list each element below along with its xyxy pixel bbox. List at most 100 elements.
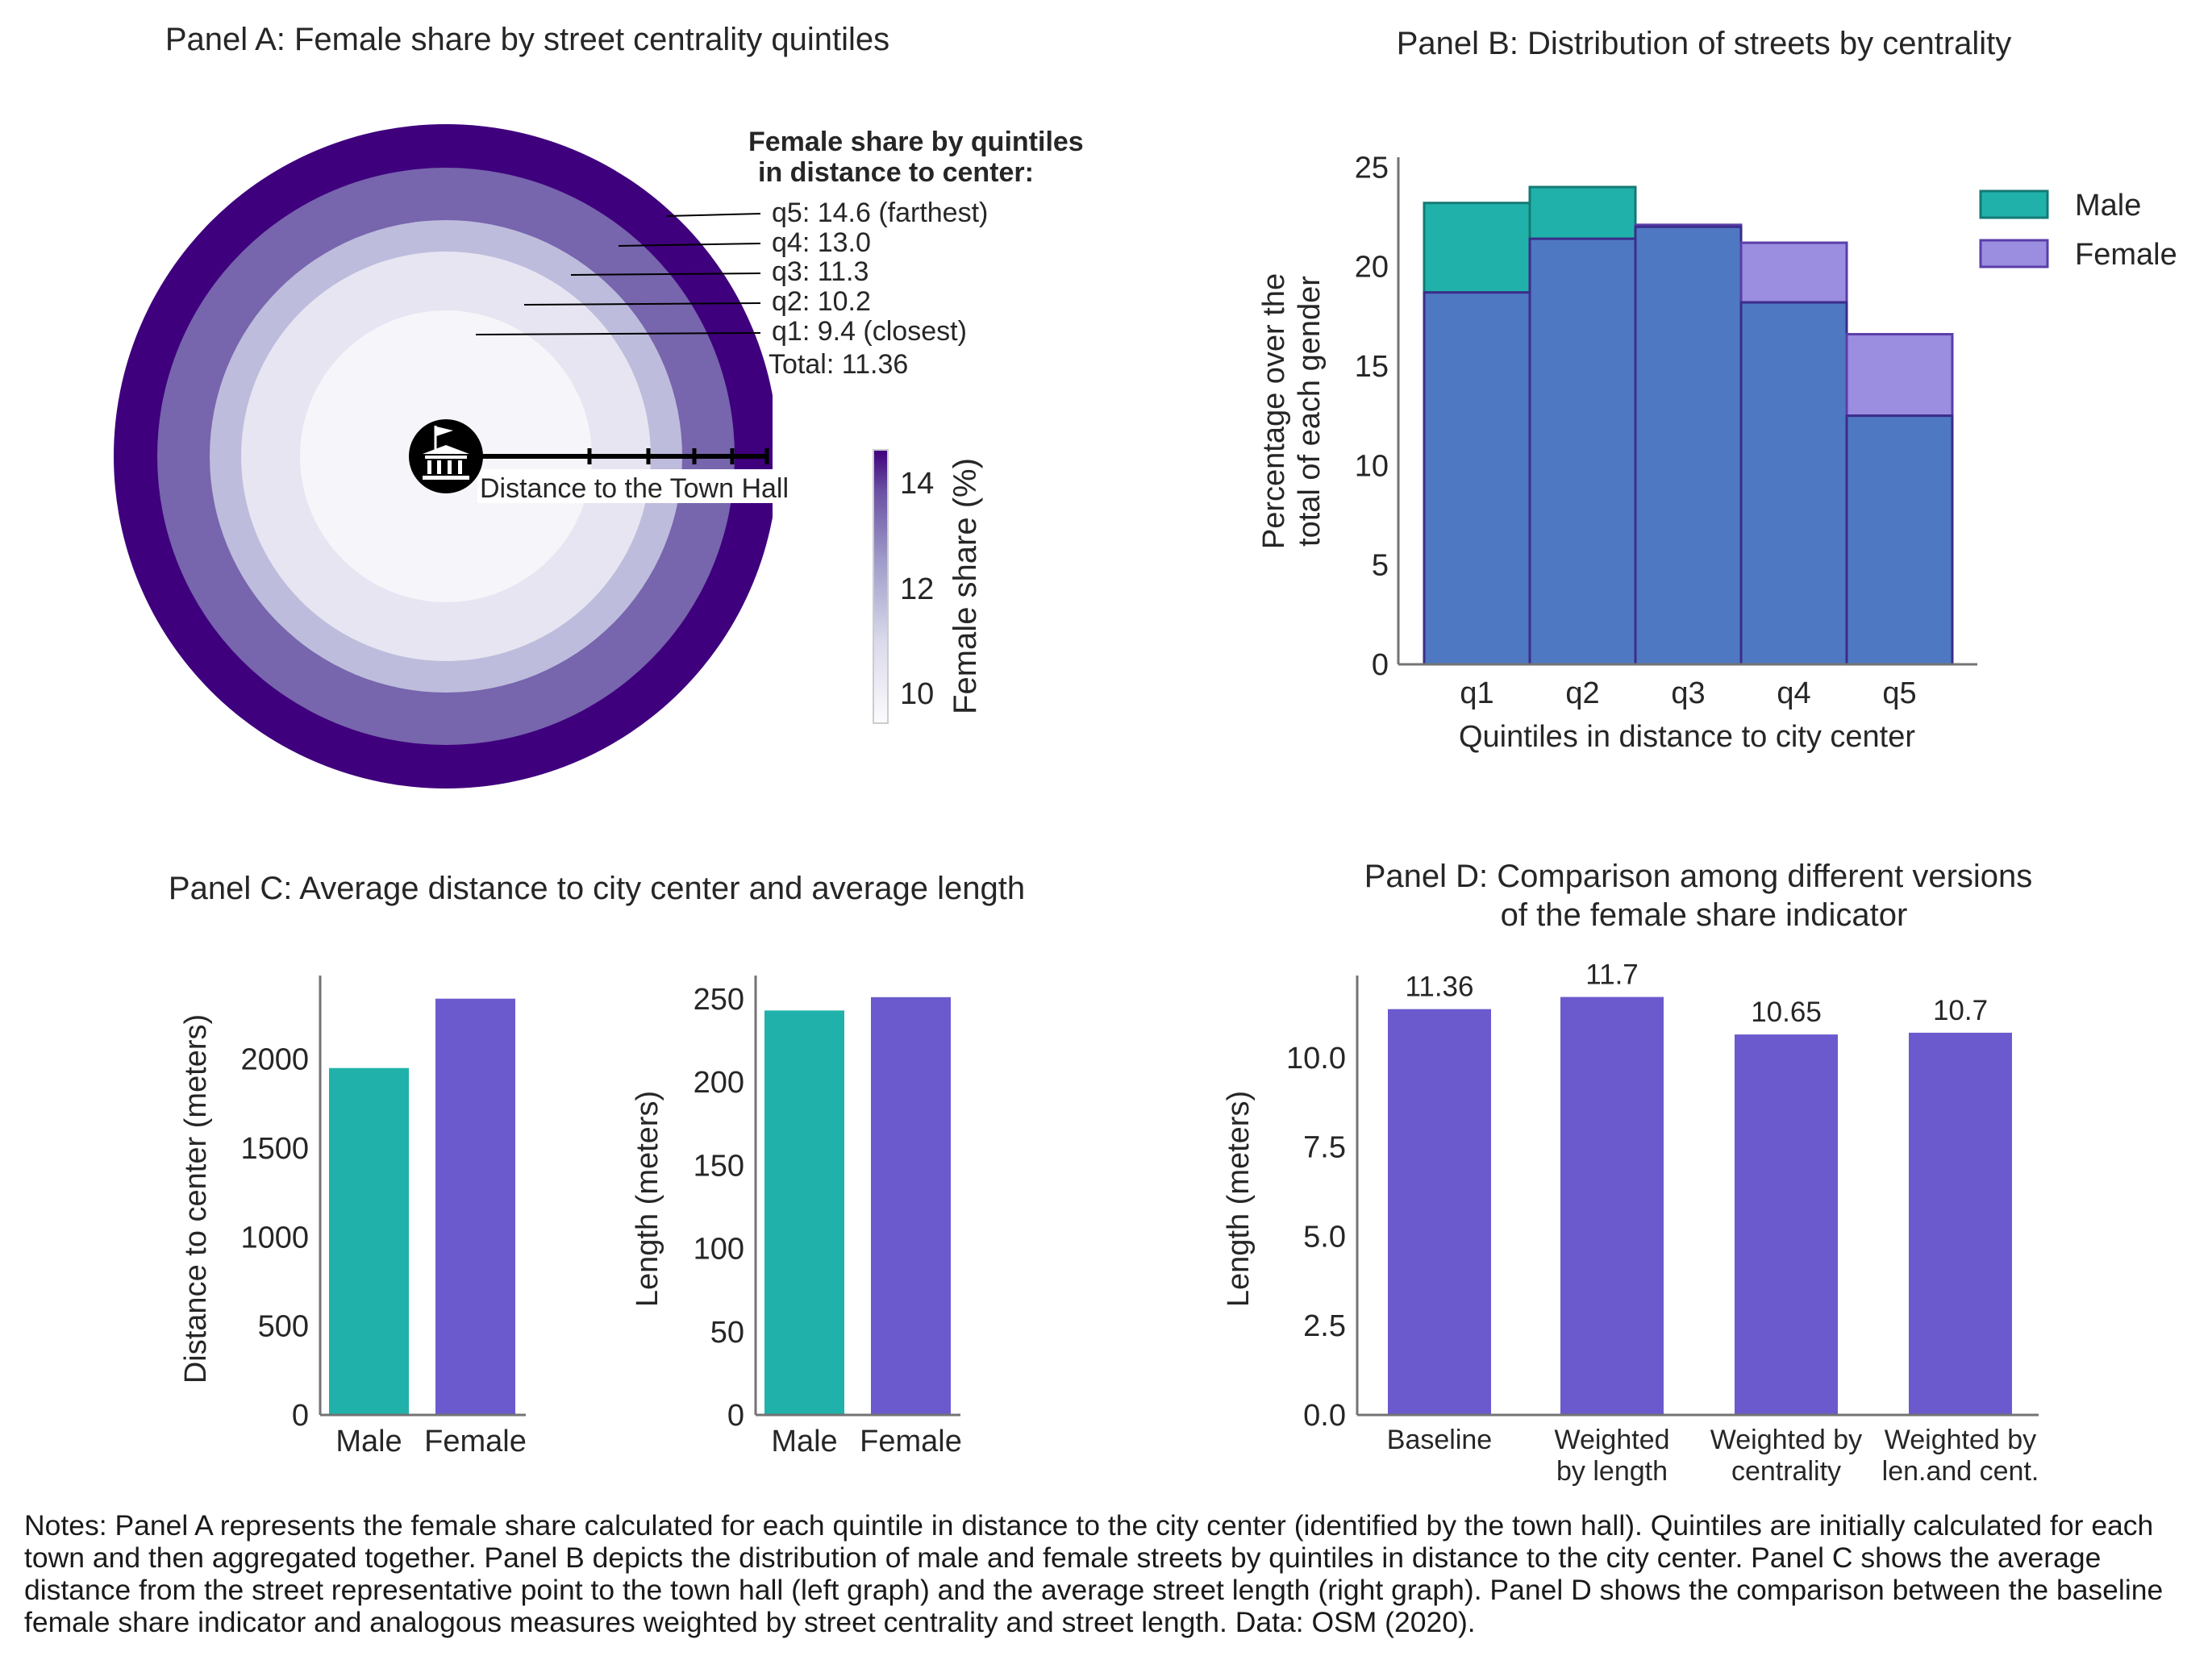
panel-d-yticks: 0.0 2.5 5.0 7.5 10.0 <box>1286 1042 1346 1433</box>
y-tick-25: 25 <box>1355 151 1389 185</box>
y-tick-0.0: 0.0 <box>1303 1399 1346 1433</box>
x-tick-2-line-2: centrality <box>1731 1456 1841 1487</box>
panel-b-bars <box>1423 185 1954 666</box>
bar-0 <box>1388 1009 1491 1415</box>
bar-overlap-q4 <box>1739 301 1848 666</box>
panel-d-title-line-2: of the female share indicator <box>1501 897 1908 933</box>
y-tick-150: 150 <box>694 1149 744 1183</box>
bar-3 <box>1909 1032 2012 1415</box>
panel-b-ylabel: Percentage over the total of each gender <box>1257 273 1327 549</box>
x-tick-3-line-2: len.and cent. <box>1882 1456 2039 1487</box>
panel-b-ylabel-line-2: total of each gender <box>1293 276 1327 547</box>
y-tick-2000: 2000 <box>240 1043 309 1077</box>
colorbar-label: Female share (%) <box>948 458 983 714</box>
data-label-1: 11.7 <box>1585 959 1639 991</box>
panel-c-right-xticks: Male Female <box>771 1425 962 1458</box>
panel-b-xticks: q1 q2 q3 q4 q5 <box>1460 676 1916 710</box>
y-tick-5: 5 <box>1372 549 1389 583</box>
x-tick-q4: q4 <box>1777 676 1810 710</box>
data-label-0: 11.36 <box>1406 972 1474 1003</box>
panel-a: Panel A: Female share by street centrali… <box>114 22 1084 788</box>
y-tick-1500: 1500 <box>240 1132 309 1166</box>
bar-overlap-q1 <box>1423 291 1531 666</box>
x-tick-q3: q3 <box>1671 676 1705 710</box>
bar-female <box>435 998 515 1415</box>
panel-d: Panel D: Comparison among different vers… <box>1222 859 2039 1487</box>
legend-label-female: Female <box>2075 238 2177 272</box>
x-tick-q2: q2 <box>1565 676 1599 710</box>
bar-male <box>764 1010 844 1415</box>
bar-female-q4 <box>1739 241 1848 304</box>
total-label: Total: 11.36 <box>769 349 908 380</box>
y-tick-50: 50 <box>710 1316 744 1350</box>
y-tick-5.0: 5.0 <box>1303 1220 1346 1254</box>
y-tick-2.5: 2.5 <box>1303 1309 1346 1343</box>
town-hall-icon <box>409 419 483 493</box>
x-tick-female: Female <box>860 1425 962 1458</box>
distance-axis <box>446 448 769 464</box>
colorbar-tick-14: 14 <box>900 467 934 501</box>
bar-2 <box>1735 1034 1838 1415</box>
panel-b-xlabel: Quintiles in distance to city center <box>1459 720 1915 754</box>
panel-c: Panel C: Average distance to city center… <box>169 871 1025 1458</box>
panel-d-bars <box>1388 997 2012 1415</box>
y-tick-0: 0 <box>292 1399 309 1433</box>
panel-b-ylabel-line-1: Percentage over the <box>1257 273 1291 549</box>
panel-c-right-bars <box>764 997 951 1415</box>
quintile-label-q4: q4: 13.0 <box>772 227 871 258</box>
leader-lines <box>475 213 761 335</box>
x-tick-0-line-1: Baseline <box>1387 1425 1492 1455</box>
bar-male-q2 <box>1528 185 1637 240</box>
y-tick-500: 500 <box>258 1310 309 1344</box>
bar-1 <box>1560 997 1664 1415</box>
x-tick-q1: q1 <box>1460 676 1493 710</box>
legend-swatch-male <box>1979 189 2049 219</box>
leader-line-q3 <box>570 273 761 276</box>
figure: Panel A: Female share by street centrali… <box>114 22 2177 1487</box>
panel-d-data-labels: 11.36 11.7 10.65 10.7 <box>1406 959 1989 1029</box>
y-tick-0: 0 <box>1372 648 1389 682</box>
panel-c-title: Panel C: Average distance to city center… <box>169 871 1025 906</box>
figure-notes: Notes: Panel A represents the female sha… <box>24 1509 2164 1638</box>
panel-c-right-ylabel: Length (meters) <box>631 1091 664 1307</box>
legend-label-male: Male <box>2075 189 2141 223</box>
x-tick-1-line-2: by length <box>1556 1456 1668 1487</box>
bar-male <box>329 1067 409 1415</box>
panel-c-right-yticks: 0 50 100 150 200 250 <box>694 983 744 1433</box>
panel-d-title-line-1: Panel D: Comparison among different vers… <box>1364 859 2033 894</box>
panel-c-left-xticks: Male Female <box>335 1425 527 1458</box>
y-tick-15: 15 <box>1355 350 1389 384</box>
y-tick-0: 0 <box>727 1399 744 1433</box>
data-label-3: 10.7 <box>1933 995 1988 1026</box>
panel-b-yticks: 0 5 10 15 20 25 <box>1355 151 1389 682</box>
panel-a-legend-title-2: in distance to center: <box>758 157 1034 188</box>
panel-b: Panel B: Distribution of streets by cent… <box>1257 26 2177 754</box>
colorbar: 14 12 10 Female share (%) <box>873 449 983 724</box>
leader-line-q4 <box>618 243 761 247</box>
y-tick-7.5: 7.5 <box>1303 1131 1346 1165</box>
leader-line-q1 <box>475 332 761 335</box>
x-tick-female: Female <box>424 1425 527 1458</box>
y-tick-10.0: 10.0 <box>1286 1042 1346 1076</box>
bar-male-q1 <box>1423 202 1531 294</box>
y-tick-1000: 1000 <box>240 1221 309 1254</box>
leader-line-q2 <box>523 302 761 306</box>
panel-a-title: Panel A: Female share by street centrali… <box>165 22 889 57</box>
quintile-label-q2: q2: 10.2 <box>772 286 871 317</box>
panel-b-legend: Male Female <box>1979 189 2177 272</box>
y-tick-10: 10 <box>1355 449 1389 483</box>
quintile-label-q1: q1: 9.4 (closest) <box>772 316 967 347</box>
panel-c-left-bars <box>329 998 515 1415</box>
y-tick-250: 250 <box>694 983 744 1017</box>
y-tick-200: 200 <box>694 1066 744 1100</box>
panel-b-title: Panel B: Distribution of streets by cent… <box>1397 26 2012 61</box>
colorbar-tick-10: 10 <box>900 677 934 711</box>
y-tick-20: 20 <box>1355 251 1389 285</box>
x-tick-3-line-1: Weighted by <box>1885 1425 2036 1455</box>
x-tick-2-line-1: Weighted by <box>1710 1425 1862 1455</box>
x-tick-male: Male <box>335 1425 402 1458</box>
x-tick-1-line-1: Weighted <box>1554 1425 1669 1455</box>
panel-c-left-yticks: 0 500 1000 1500 2000 <box>240 1043 309 1433</box>
quintile-label-q5: q5: 14.6 (farthest) <box>772 198 988 228</box>
